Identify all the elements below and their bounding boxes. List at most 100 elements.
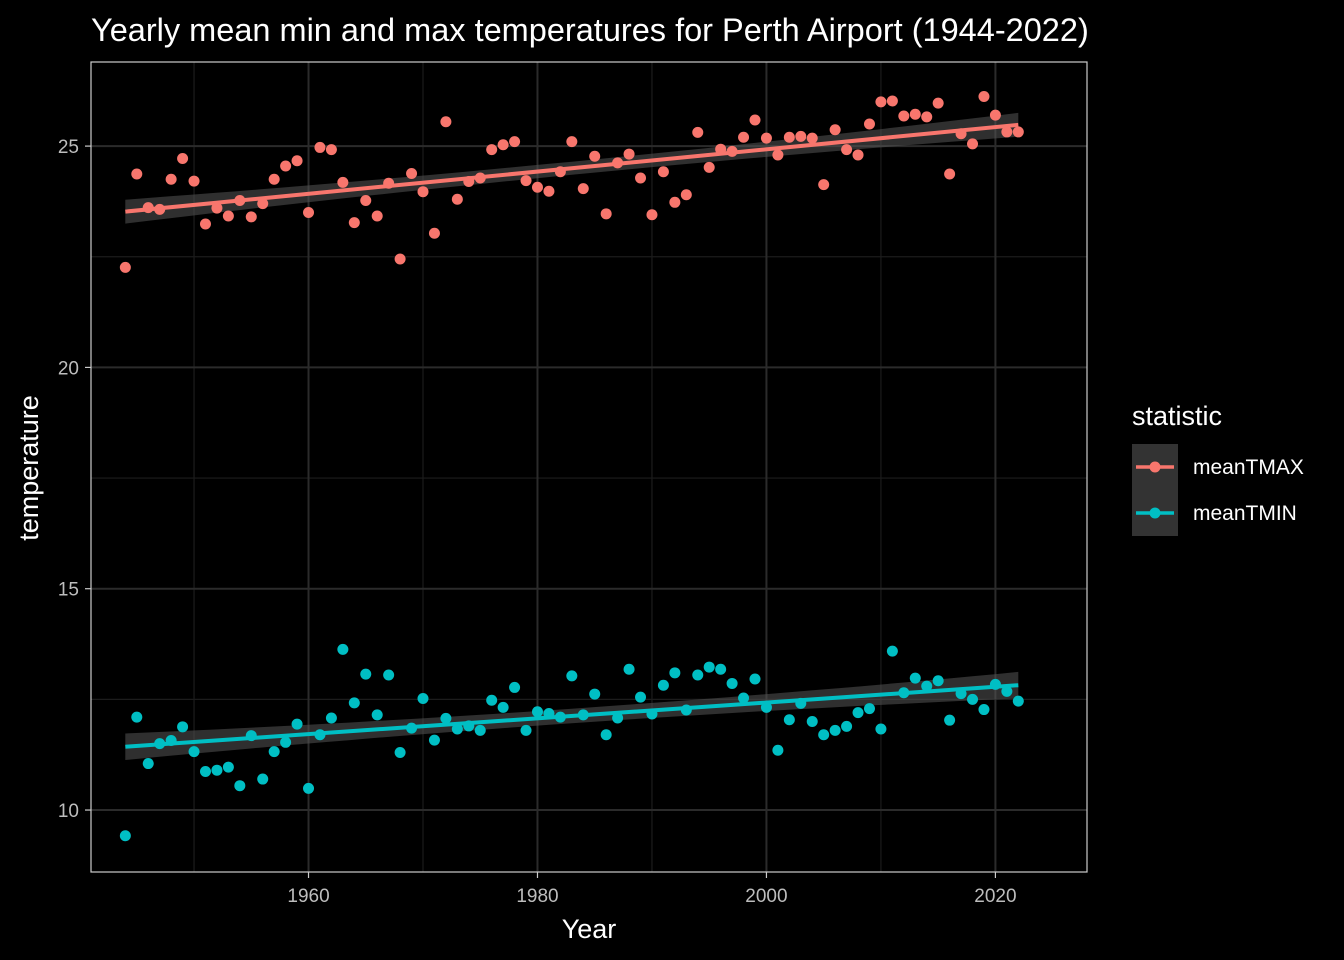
point-meanTMIN-1965 [360, 668, 372, 680]
point-meanTMIN-1956 [257, 773, 269, 785]
point-meanTMIN-1963 [337, 643, 349, 655]
y-axis-label: temperature [14, 395, 44, 541]
point-meanTMIN-1980 [531, 706, 543, 718]
point-meanTMAX-1995 [703, 161, 715, 173]
point-meanTMAX-1958 [280, 160, 292, 172]
point-meanTMAX-1979 [520, 175, 532, 187]
point-meanTMIN-1950 [188, 746, 200, 758]
point-meanTMAX-1983 [566, 136, 578, 148]
point-meanTMIN-2018 [967, 693, 979, 705]
point-meanTMAX-2016 [944, 168, 956, 180]
point-meanTMAX-2014 [921, 111, 933, 123]
point-meanTMIN-1978 [509, 681, 521, 693]
y-tick-label: 25 [58, 137, 79, 158]
point-meanTMIN-1992 [669, 667, 681, 679]
legend-title: statistic [1132, 401, 1222, 431]
legend-label-tmin: meanTMIN [1193, 502, 1297, 525]
point-meanTMAX-2009 [863, 118, 875, 130]
point-meanTMAX-1986 [600, 208, 612, 220]
point-meanTMAX-1961 [314, 141, 326, 153]
point-meanTMAX-2005 [818, 179, 830, 191]
point-meanTMIN-1966 [371, 709, 383, 721]
point-meanTMIN-2022 [1012, 695, 1024, 707]
point-meanTMIN-2010 [875, 723, 887, 735]
point-meanTMAX-2001 [772, 149, 784, 161]
point-meanTMIN-2015 [932, 675, 944, 687]
legend: statistic meanTMAX meanTMIN [1132, 401, 1304, 536]
point-meanTMIN-2002 [783, 714, 795, 726]
point-meanTMAX-2008 [852, 149, 864, 161]
point-meanTMAX-2011 [886, 95, 898, 107]
point-meanTMAX-1952 [211, 202, 223, 214]
point-meanTMIN-1972 [440, 712, 452, 724]
legend-key-point-tmin [1149, 507, 1161, 519]
point-meanTMIN-1994 [692, 669, 704, 681]
trend-line-meanTMAX [125, 122, 1019, 214]
y-axis: 10 15 20 25 [58, 137, 91, 822]
point-meanTMIN-1973 [451, 723, 463, 735]
point-meanTMAX-2003 [795, 130, 807, 142]
point-meanTMAX-1980 [531, 181, 543, 193]
point-meanTMAX-1972 [440, 116, 452, 128]
point-meanTMIN-1991 [657, 679, 669, 691]
point-meanTMIN-2021 [1001, 685, 1013, 697]
point-meanTMIN-1968 [394, 746, 406, 758]
point-meanTMIN-1964 [348, 697, 360, 709]
plot-panel [90, 61, 1088, 873]
point-meanTMAX-2010 [875, 96, 887, 108]
point-meanTMAX-1984 [577, 183, 589, 195]
point-meanTMAX-1976 [486, 144, 498, 156]
point-meanTMIN-2016 [944, 714, 956, 726]
point-meanTMAX-1956 [257, 198, 269, 210]
point-meanTMAX-1977 [497, 139, 509, 151]
point-meanTMIN-1949 [177, 721, 189, 733]
point-meanTMAX-1991 [657, 166, 669, 178]
point-meanTMAX-1962 [325, 144, 337, 156]
point-meanTMAX-1953 [222, 210, 234, 222]
point-meanTMIN-2004 [806, 716, 818, 728]
point-meanTMAX-1985 [589, 150, 601, 162]
trend-line-meanTMIN [125, 683, 1019, 749]
point-meanTMIN-1945 [131, 711, 143, 723]
point-meanTMAX-1966 [371, 210, 383, 222]
point-meanTMIN-2019 [978, 704, 990, 716]
y-tick-label: 10 [58, 801, 79, 822]
point-meanTMIN-2007 [841, 720, 853, 732]
point-meanTMAX-1957 [268, 173, 280, 185]
point-meanTMAX-1964 [348, 217, 360, 229]
point-meanTMIN-1958 [280, 736, 292, 748]
point-meanTMIN-1954 [234, 780, 246, 792]
point-meanTMIN-1995 [703, 661, 715, 673]
point-meanTMIN-2005 [818, 729, 830, 741]
point-meanTMIN-2009 [863, 703, 875, 715]
point-meanTMIN-1953 [222, 761, 234, 773]
point-meanTMAX-2004 [806, 132, 818, 144]
point-meanTMIN-2001 [772, 744, 784, 756]
point-meanTMAX-2000 [760, 132, 772, 144]
point-meanTMAX-1981 [543, 185, 555, 197]
point-meanTMIN-2008 [852, 707, 864, 719]
point-meanTMAX-1969 [406, 168, 418, 180]
point-meanTMAX-1963 [337, 176, 349, 188]
point-meanTMAX-1973 [451, 193, 463, 205]
point-meanTMAX-1998 [738, 131, 750, 143]
point-meanTMIN-1971 [428, 734, 440, 746]
point-meanTMAX-1988 [623, 148, 635, 160]
point-meanTMAX-1955 [245, 211, 257, 223]
point-meanTMAX-1950 [188, 175, 200, 187]
trend-lines [125, 122, 1019, 749]
point-meanTMAX-2012 [898, 110, 910, 122]
point-meanTMIN-1970 [417, 692, 429, 704]
point-meanTMIN-1979 [520, 724, 532, 736]
point-meanTMIN-1967 [383, 669, 395, 681]
point-meanTMAX-2002 [783, 131, 795, 143]
point-meanTMAX-2015 [932, 97, 944, 109]
chart-title: Yearly mean min and max temperatures for… [91, 12, 1089, 48]
point-meanTMIN-1998 [738, 692, 750, 704]
point-meanTMAX-1992 [669, 196, 681, 208]
point-meanTMAX-1993 [680, 189, 692, 201]
point-meanTMIN-1960 [303, 782, 315, 794]
x-tick-label: 2000 [745, 886, 787, 907]
x-tick-label: 2020 [974, 886, 1016, 907]
